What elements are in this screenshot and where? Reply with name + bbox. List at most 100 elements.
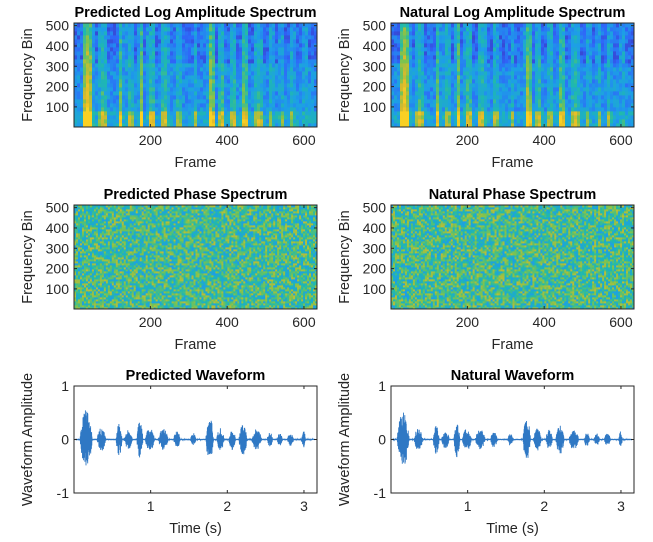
- heatmap-cell: [469, 111, 472, 115]
- heatmap-cell: [185, 47, 188, 51]
- heatmap-cell: [481, 27, 484, 31]
- heatmap-cell: [532, 115, 535, 119]
- heatmap-cell: [460, 119, 463, 123]
- heatmap-cell: [568, 67, 571, 71]
- heatmap-cell: [308, 59, 311, 63]
- heatmap-cell: [451, 75, 454, 79]
- heatmap-cell: [466, 103, 469, 107]
- heatmap-cell: [523, 55, 526, 59]
- heatmap-cell: [194, 23, 197, 27]
- heatmap-cell: [125, 91, 128, 95]
- heatmap-cell: [77, 83, 80, 87]
- heatmap-cell: [215, 31, 218, 35]
- heatmap-cell: [296, 51, 299, 55]
- heatmap-cell: [98, 51, 101, 55]
- heatmap-cell: [466, 75, 469, 79]
- heatmap-cell: [260, 43, 263, 47]
- heatmap-cell: [607, 95, 610, 99]
- heatmap-cell: [412, 39, 415, 43]
- heatmap-cell: [278, 23, 281, 27]
- heatmap-cell: [83, 75, 86, 79]
- heatmap-cell: [400, 95, 403, 99]
- heatmap-cell: [424, 43, 427, 47]
- heatmap-cell: [403, 55, 406, 59]
- heatmap-cell: [176, 67, 179, 71]
- heatmap-cell: [490, 71, 493, 75]
- heatmap-cell: [236, 35, 239, 39]
- heatmap-cell: [275, 23, 278, 27]
- heatmap-cell: [460, 111, 463, 115]
- heatmap-cell: [74, 35, 77, 39]
- heatmap-cell: [110, 119, 113, 123]
- heatmap-cell: [409, 35, 412, 39]
- heatmap-cell: [538, 83, 541, 87]
- heatmap-cell: [391, 39, 394, 43]
- heatmap-cell: [607, 107, 610, 111]
- heatmap-cell: [547, 75, 550, 79]
- heatmap-cell: [595, 35, 598, 39]
- heatmap-cell: [610, 75, 613, 79]
- heatmap-cell: [583, 55, 586, 59]
- heatmap-cell: [128, 27, 131, 31]
- heatmap-cell: [538, 107, 541, 111]
- heatmap-cell: [451, 43, 454, 47]
- heatmap-cell: [553, 115, 556, 119]
- heatmap-cell: [140, 79, 143, 83]
- heatmap-cell: [119, 95, 122, 99]
- heatmap-cell: [107, 35, 110, 39]
- heatmap-cell: [257, 43, 260, 47]
- heatmap-cell: [421, 39, 424, 43]
- heatmap-cell: [80, 55, 83, 59]
- heatmap-cell: [89, 39, 92, 43]
- heatmap-cell: [200, 87, 203, 91]
- heatmap-cell: [478, 35, 481, 39]
- heatmap-cell: [149, 51, 152, 55]
- heatmap-cell: [574, 43, 577, 47]
- heatmap-cell: [568, 99, 571, 103]
- heatmap-cell: [595, 75, 598, 79]
- heatmap-cell: [628, 91, 631, 95]
- heatmap-cell: [263, 39, 266, 43]
- heatmap-cell: [128, 31, 131, 35]
- heatmap-cell: [266, 31, 269, 35]
- heatmap-cell: [77, 115, 80, 119]
- heatmap-cell: [269, 23, 272, 27]
- heatmap-cell: [559, 55, 562, 59]
- y-tick-label: 400: [46, 38, 70, 54]
- heatmap-cell: [619, 67, 622, 71]
- heatmap-cell: [260, 103, 263, 107]
- heatmap-cell: [526, 27, 529, 31]
- heatmap-cell: [622, 31, 625, 35]
- heatmap-cell: [499, 51, 502, 55]
- heatmap-cell: [143, 83, 146, 87]
- heatmap-cell: [448, 115, 451, 119]
- heatmap-cell: [595, 31, 598, 35]
- heatmap-cell: [556, 55, 559, 59]
- heatmap-cell: [547, 71, 550, 75]
- heatmap-cell: [544, 107, 547, 111]
- heatmap-cell: [523, 107, 526, 111]
- heatmap-cell: [553, 23, 556, 27]
- heatmap-cell: [308, 99, 311, 103]
- heatmap-cell: [125, 87, 128, 91]
- heatmap-cell: [604, 23, 607, 27]
- heatmap-cell: [212, 95, 215, 99]
- heatmap-cell: [170, 23, 173, 27]
- heatmap-cell: [83, 43, 86, 47]
- heatmap-cell: [451, 79, 454, 83]
- heatmap-cell: [179, 47, 182, 51]
- heatmap-cell: [421, 51, 424, 55]
- heatmap-cell: [487, 35, 490, 39]
- heatmap-cell: [113, 71, 116, 75]
- heatmap-cell: [281, 87, 284, 91]
- heatmap-cell: [424, 47, 427, 51]
- heatmap-cell: [113, 23, 116, 27]
- heatmap-cell: [466, 63, 469, 67]
- heatmap-cell: [269, 39, 272, 43]
- heatmap-cell: [568, 55, 571, 59]
- heatmap-cell: [589, 103, 592, 107]
- heatmap-cell: [532, 23, 535, 27]
- heatmap-cell: [592, 75, 595, 79]
- heatmap-cell: [236, 55, 239, 59]
- heatmap-cell: [152, 87, 155, 91]
